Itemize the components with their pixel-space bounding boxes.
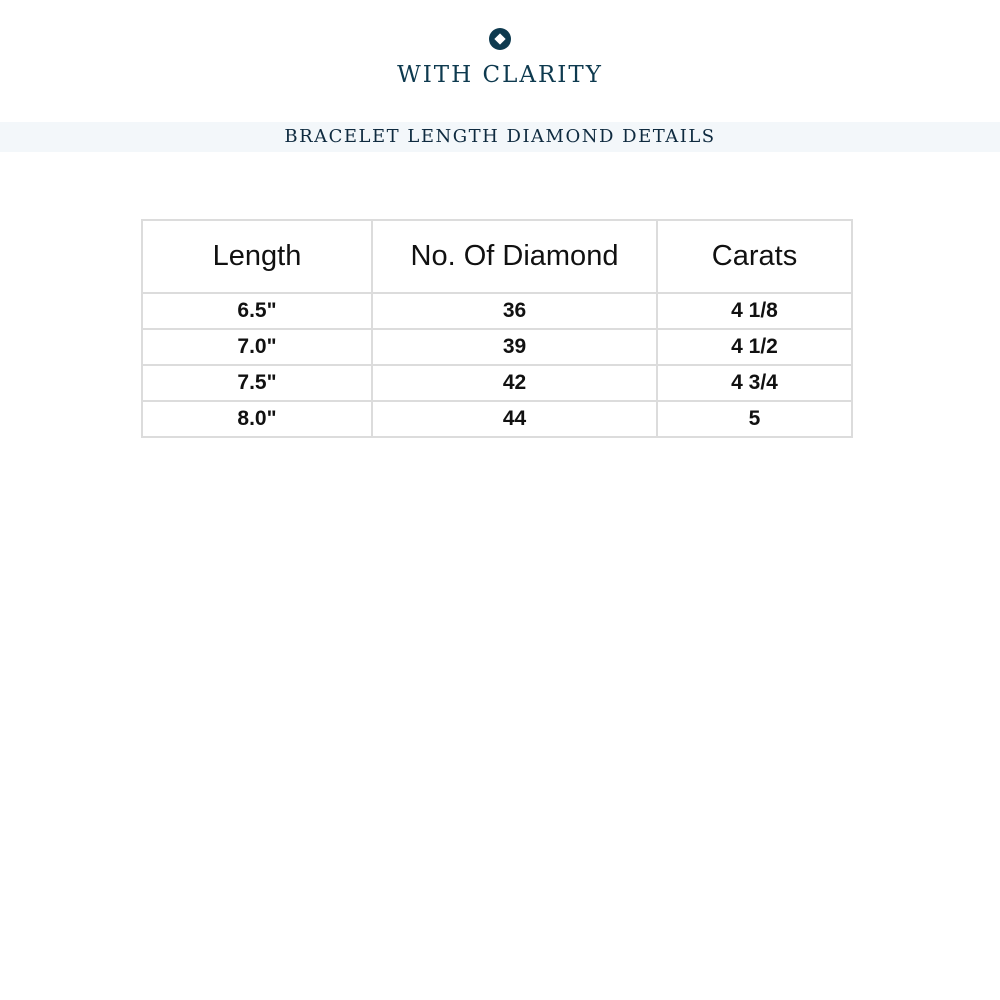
cell-diamonds: 39 (371, 328, 658, 366)
brand-name: WITH CLARITY (397, 62, 603, 88)
logo-icon (489, 28, 511, 50)
diamond-details-table: Length No. Of Diamond Carats 6.5" 36 4 1… (141, 219, 853, 438)
cell-length: 6.5" (141, 292, 373, 330)
banner-title: BRACELET LENGTH DIAMOND DETAILS (284, 126, 716, 147)
table-row: 8.0" 44 5 (141, 400, 853, 438)
cell-carats: 4 1/2 (656, 328, 853, 366)
header-length: Length (141, 219, 373, 294)
header-diamonds: No. Of Diamond (371, 219, 658, 294)
cell-diamonds: 36 (371, 292, 658, 330)
cell-diamonds: 44 (371, 400, 658, 438)
table-row: 6.5" 36 4 1/8 (141, 292, 853, 330)
table-header-row: Length No. Of Diamond Carats (141, 219, 853, 294)
cell-diamonds: 42 (371, 364, 658, 402)
header-carats: Carats (656, 219, 853, 294)
cell-carats: 4 1/8 (656, 292, 853, 330)
cell-length: 7.0" (141, 328, 373, 366)
table-row: 7.0" 39 4 1/2 (141, 328, 853, 366)
banner: BRACELET LENGTH DIAMOND DETAILS (0, 122, 1000, 152)
table-row: 7.5" 42 4 3/4 (141, 364, 853, 402)
cell-length: 7.5" (141, 364, 373, 402)
cell-carats: 5 (656, 400, 853, 438)
cell-length: 8.0" (141, 400, 373, 438)
cell-carats: 4 3/4 (656, 364, 853, 402)
